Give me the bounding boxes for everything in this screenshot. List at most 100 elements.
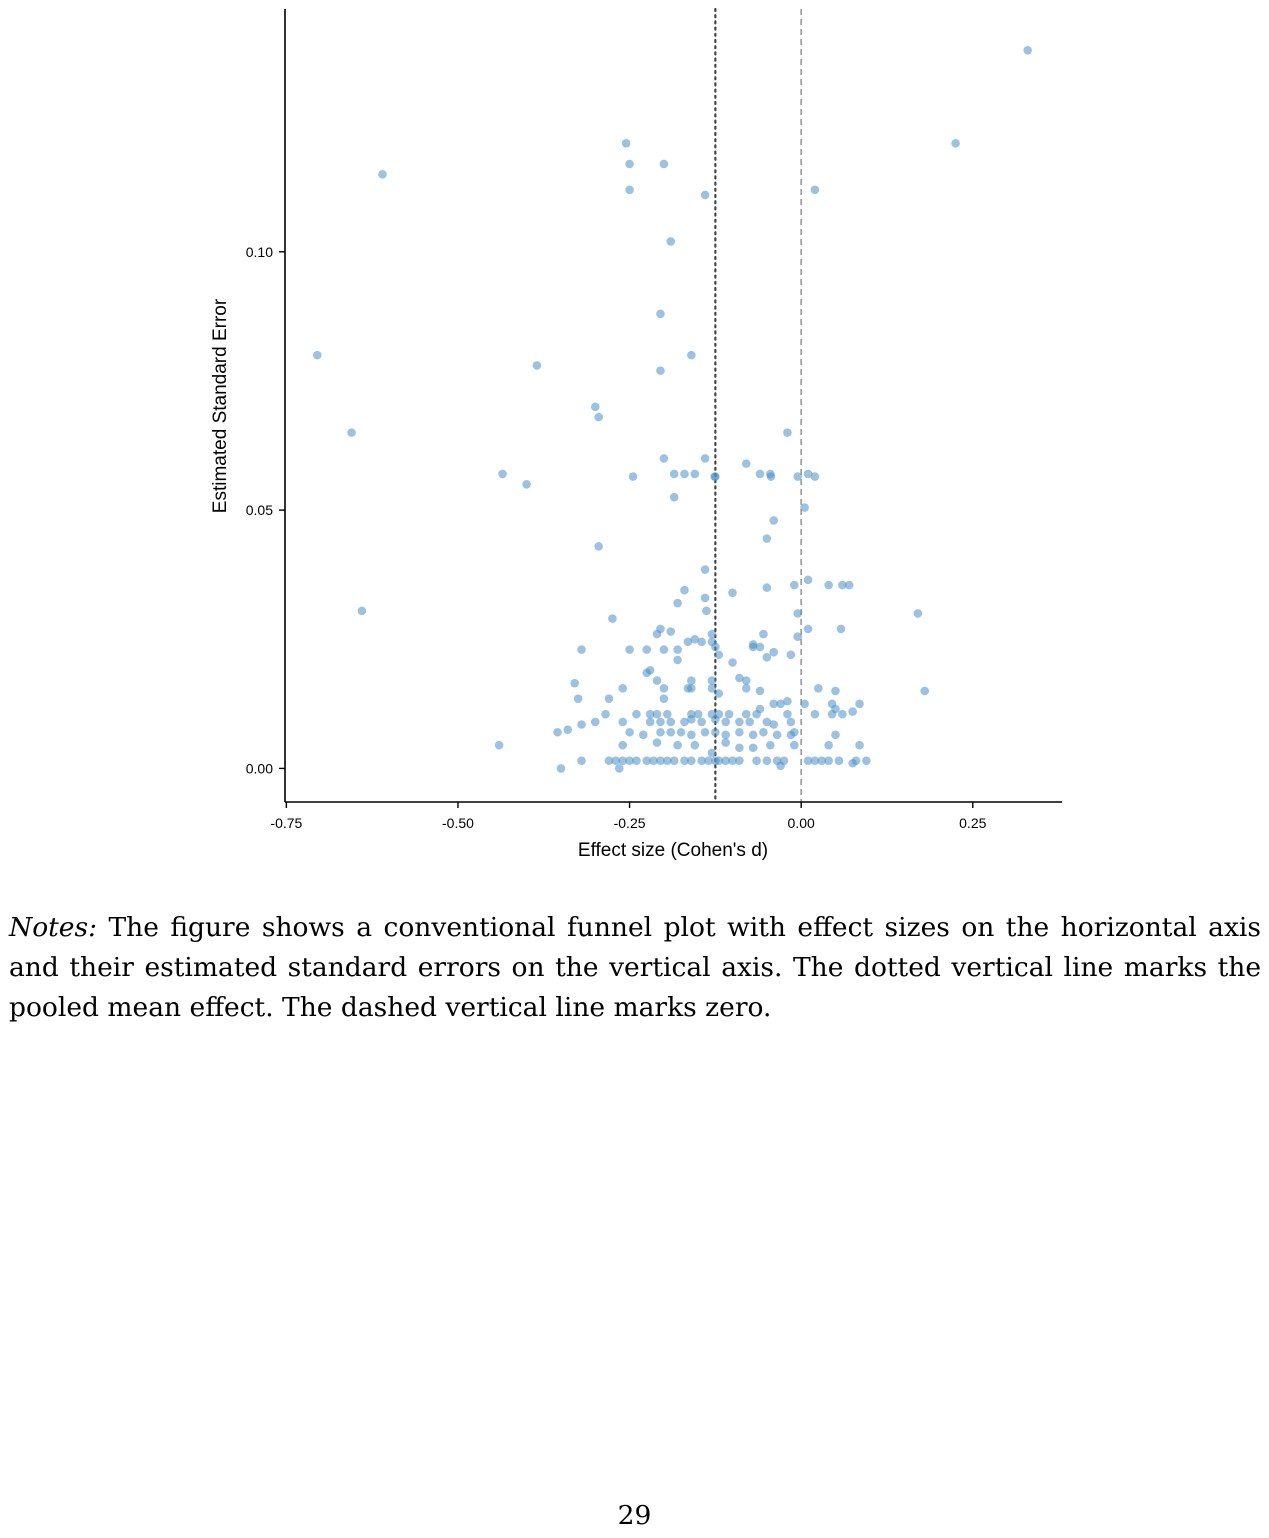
y-tick-label: 0.05 bbox=[246, 502, 273, 518]
data-point bbox=[666, 727, 676, 737]
data-point bbox=[714, 689, 724, 698]
data-point bbox=[776, 699, 785, 709]
data-point bbox=[669, 469, 679, 479]
data-point bbox=[707, 676, 717, 685]
data-point bbox=[659, 159, 669, 169]
data-point bbox=[714, 756, 724, 765]
data-point bbox=[711, 715, 720, 724]
data-point bbox=[783, 428, 792, 437]
data-point bbox=[649, 756, 658, 765]
data-point bbox=[848, 758, 857, 768]
data-point bbox=[741, 459, 751, 468]
data-point bbox=[735, 673, 744, 683]
data-point bbox=[312, 350, 322, 360]
data-point bbox=[690, 740, 700, 750]
data-point bbox=[666, 627, 676, 636]
data-point bbox=[1023, 46, 1032, 55]
data-point bbox=[752, 709, 761, 719]
data-point bbox=[690, 634, 700, 644]
data-point bbox=[590, 717, 600, 727]
data-point bbox=[759, 629, 768, 639]
data-point bbox=[762, 653, 772, 662]
data-point bbox=[783, 696, 792, 706]
data-point bbox=[735, 756, 744, 765]
data-point bbox=[669, 492, 679, 502]
data-point bbox=[687, 730, 696, 740]
x-tick-label: 0.25 bbox=[959, 815, 986, 831]
data-point bbox=[663, 709, 672, 719]
data-point bbox=[494, 740, 504, 750]
data-point bbox=[711, 642, 720, 652]
data-point bbox=[652, 629, 662, 639]
data-point bbox=[683, 637, 693, 647]
data-point bbox=[625, 185, 634, 195]
data-point bbox=[638, 730, 648, 740]
data-point bbox=[594, 541, 603, 551]
reference-lines bbox=[714, 7, 802, 804]
x-tick-label: -0.50 bbox=[442, 815, 474, 831]
data-point bbox=[810, 185, 820, 195]
data-point bbox=[793, 472, 803, 481]
x-tick-label: 0.00 bbox=[788, 815, 815, 831]
data-point bbox=[710, 472, 719, 481]
data-point bbox=[673, 740, 682, 750]
x-axis-title: Effect size (Cohen's d) bbox=[578, 840, 768, 861]
data-point bbox=[817, 756, 827, 765]
data-point bbox=[642, 756, 652, 765]
data-point bbox=[642, 645, 652, 654]
data-point bbox=[553, 727, 562, 737]
data-point bbox=[656, 366, 665, 375]
data-point bbox=[728, 658, 737, 667]
data-point bbox=[652, 709, 662, 719]
data-point bbox=[721, 730, 730, 740]
data-point bbox=[769, 516, 779, 525]
funnel-plot: -0.75 -0.50 -0.25 0.00 0.25 0.00 0.05 0.10 Eff… bbox=[210, 7, 1062, 861]
data-point bbox=[632, 709, 641, 719]
data-point bbox=[700, 727, 710, 737]
data-point bbox=[673, 655, 682, 665]
data-point bbox=[652, 738, 662, 747]
data-point bbox=[951, 139, 960, 148]
data-point bbox=[673, 598, 682, 608]
data-point bbox=[645, 717, 655, 727]
data-point bbox=[659, 645, 669, 654]
data-point bbox=[700, 454, 710, 463]
figure-notes: Notes: The figure shows a conventional f… bbox=[9, 908, 1261, 1028]
data-point bbox=[601, 709, 610, 719]
data-point bbox=[628, 472, 638, 481]
data-point bbox=[735, 743, 744, 753]
data-point bbox=[556, 764, 566, 773]
data-point bbox=[656, 717, 665, 727]
data-point bbox=[676, 727, 686, 737]
data-point bbox=[745, 717, 754, 727]
data-point bbox=[563, 725, 573, 734]
data-point bbox=[724, 709, 734, 719]
data-point bbox=[721, 717, 730, 727]
data-point bbox=[663, 756, 672, 765]
y-tick-label: 0.00 bbox=[246, 760, 273, 776]
data-point bbox=[570, 678, 579, 688]
data-point bbox=[669, 756, 679, 765]
data-point bbox=[803, 756, 813, 765]
data-point bbox=[759, 727, 768, 737]
data-point bbox=[711, 727, 720, 737]
data-point bbox=[793, 609, 803, 618]
data-point bbox=[741, 709, 751, 719]
data-point bbox=[824, 580, 833, 590]
data-point bbox=[704, 756, 713, 765]
data-point bbox=[721, 756, 730, 765]
data-point bbox=[790, 580, 799, 590]
data-point bbox=[577, 756, 586, 765]
data-point bbox=[659, 454, 669, 463]
data-point bbox=[855, 699, 864, 709]
data-point bbox=[772, 730, 782, 740]
data-point bbox=[659, 694, 669, 703]
data-point bbox=[810, 472, 820, 481]
data-point bbox=[913, 609, 923, 618]
data-point bbox=[697, 637, 706, 647]
x-tick-label: -0.25 bbox=[614, 815, 646, 831]
data-point bbox=[790, 740, 799, 750]
data-point bbox=[680, 756, 689, 765]
data-point bbox=[697, 717, 706, 727]
data-point bbox=[532, 361, 542, 370]
